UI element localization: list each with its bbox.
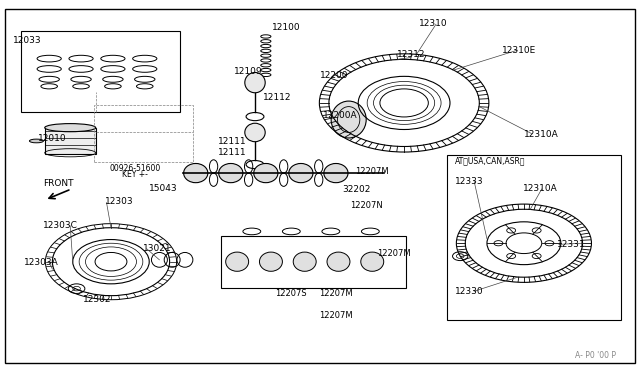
Text: 12111: 12111 — [218, 137, 246, 146]
Ellipse shape — [253, 163, 278, 183]
Text: 12207M: 12207M — [378, 249, 411, 258]
Text: 13021: 13021 — [143, 244, 172, 253]
Text: KEY +-: KEY +- — [122, 170, 148, 179]
Text: 12111: 12111 — [218, 148, 246, 157]
Ellipse shape — [293, 252, 316, 271]
Ellipse shape — [361, 252, 384, 271]
Ellipse shape — [331, 101, 366, 138]
Ellipse shape — [45, 124, 96, 132]
Ellipse shape — [327, 252, 350, 271]
Text: 12112: 12112 — [262, 93, 291, 102]
Text: 12330: 12330 — [455, 287, 484, 296]
Ellipse shape — [29, 139, 44, 143]
Ellipse shape — [245, 123, 265, 142]
Text: A- P0 '00 P: A- P0 '00 P — [575, 351, 616, 360]
Ellipse shape — [226, 252, 248, 271]
Text: 12109: 12109 — [234, 67, 262, 76]
Text: 12033: 12033 — [13, 36, 42, 45]
Bar — [20, 31, 180, 112]
Text: 32202: 32202 — [342, 185, 371, 194]
Text: 00926-51600: 00926-51600 — [109, 164, 161, 173]
Text: 12200: 12200 — [320, 71, 349, 80]
Text: 12333: 12333 — [455, 177, 484, 186]
Text: 15043: 15043 — [149, 185, 178, 193]
Ellipse shape — [259, 252, 282, 271]
Text: 12312: 12312 — [396, 51, 425, 60]
Ellipse shape — [324, 163, 348, 183]
Text: 12200A: 12200A — [323, 111, 358, 121]
Text: AT〈USA,CAN,ASR〉: AT〈USA,CAN,ASR〉 — [455, 156, 525, 166]
Text: 12310: 12310 — [419, 19, 447, 28]
Bar — [221, 236, 406, 288]
Text: 12207M: 12207M — [319, 289, 353, 298]
Ellipse shape — [245, 73, 265, 93]
Text: 12207M: 12207M — [319, 311, 353, 320]
Text: 12303C: 12303C — [43, 221, 77, 230]
Ellipse shape — [289, 163, 313, 183]
Ellipse shape — [184, 163, 208, 183]
Text: 12331: 12331 — [557, 240, 586, 249]
Text: 12303: 12303 — [104, 197, 133, 206]
Bar — [94, 105, 193, 162]
Text: 12310A: 12310A — [523, 185, 557, 193]
Text: 12207M: 12207M — [355, 167, 388, 176]
Bar — [45, 128, 96, 154]
Text: 12207N: 12207N — [351, 201, 383, 211]
Text: 12303A: 12303A — [24, 258, 58, 267]
Text: 12207S: 12207S — [275, 289, 307, 298]
Bar — [447, 155, 621, 320]
Text: FRONT: FRONT — [43, 179, 74, 187]
Text: 12302: 12302 — [83, 295, 111, 304]
Text: 12310A: 12310A — [524, 130, 559, 139]
Text: 12310E: 12310E — [502, 46, 536, 55]
Ellipse shape — [219, 163, 243, 183]
Text: 12100: 12100 — [272, 23, 301, 32]
Text: 12010: 12010 — [38, 134, 67, 142]
